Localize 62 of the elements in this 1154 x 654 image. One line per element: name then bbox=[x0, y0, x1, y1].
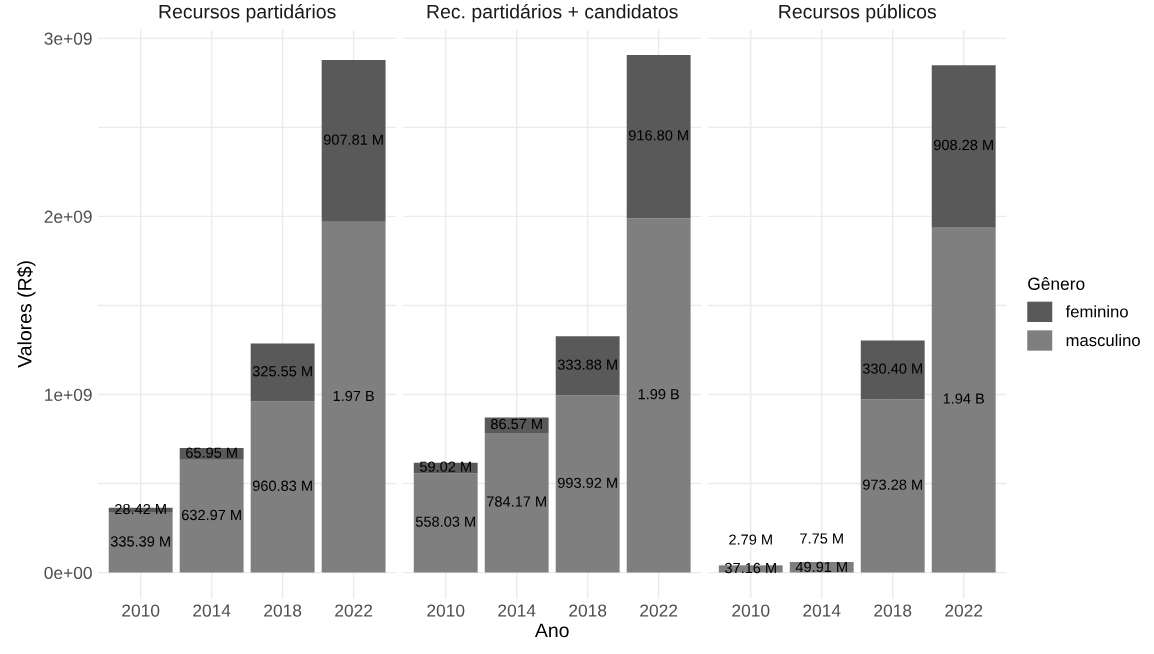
legend-label: masculino bbox=[1066, 333, 1140, 347]
x-tick-label: 2014 bbox=[498, 604, 536, 617]
data-label: 1.99 B bbox=[638, 388, 679, 400]
chart-title: Recursos partidários bbox=[159, 4, 336, 23]
data-label: 993.92 M bbox=[557, 477, 617, 488]
bar bbox=[555, 395, 620, 573]
data-label: 907.81 M bbox=[323, 134, 383, 145]
x-tick-label: 2010 bbox=[427, 604, 465, 617]
data-label: 1.97 B bbox=[333, 390, 374, 402]
data-label: 916.80 M bbox=[628, 130, 688, 141]
data-label: 59.02 M bbox=[419, 461, 471, 472]
x-tick-label: 2022 bbox=[945, 604, 983, 617]
chart-title: Rec. partidários + candidatos bbox=[427, 4, 678, 23]
bar bbox=[931, 227, 996, 573]
data-label: 49.91 M bbox=[795, 561, 847, 573]
bar bbox=[860, 399, 925, 573]
y-axis-title: Valores (R$) bbox=[17, 261, 36, 368]
chart-title: Recursos públicos bbox=[779, 4, 936, 23]
bar bbox=[321, 60, 386, 222]
y-tick-label: 3e+09 bbox=[44, 32, 92, 45]
x-tick-label: 2018 bbox=[569, 604, 607, 617]
y-tick-label: 1e+09 bbox=[45, 388, 92, 401]
data-label: 960.83 M bbox=[252, 480, 312, 491]
bar bbox=[860, 340, 925, 400]
bar bbox=[250, 343, 315, 402]
data-label: 325.55 M bbox=[252, 366, 312, 377]
bar bbox=[555, 336, 620, 396]
y-tick-label: 0e+00 bbox=[44, 566, 92, 580]
data-label: 333.88 M bbox=[557, 359, 617, 370]
x-tick-label: 2018 bbox=[264, 604, 302, 617]
x-tick-label: 2014 bbox=[193, 604, 231, 617]
x-tick-label: 2010 bbox=[732, 604, 770, 617]
bar bbox=[626, 54, 691, 219]
data-label: 335.39 M bbox=[110, 536, 170, 547]
data-label: 65.95 M bbox=[186, 447, 237, 458]
bar bbox=[413, 473, 478, 573]
bar bbox=[179, 459, 244, 573]
legend-label: feminino bbox=[1065, 305, 1128, 318]
bar bbox=[626, 218, 691, 573]
y-tick-label: 2e+09 bbox=[44, 210, 92, 223]
x-tick-label: 2022 bbox=[335, 604, 373, 617]
bar bbox=[484, 432, 549, 573]
data-label: 908.28 M bbox=[933, 139, 993, 151]
bar bbox=[931, 65, 996, 228]
legend-title: Gênero bbox=[1028, 277, 1085, 290]
data-label: 86.57 M bbox=[490, 418, 542, 430]
x-tick-label: 2018 bbox=[874, 604, 912, 617]
x-tick-label: 2010 bbox=[122, 604, 160, 617]
data-label: 2.79 M bbox=[729, 534, 772, 545]
data-label: 37.16 M bbox=[724, 562, 776, 574]
data-label: 784.17 M bbox=[487, 496, 546, 507]
x-tick-label: 2022 bbox=[640, 604, 678, 617]
data-label: 1.94 B bbox=[943, 393, 985, 404]
bar bbox=[250, 401, 315, 573]
bar bbox=[321, 221, 386, 573]
data-label: 973.28 M bbox=[863, 479, 922, 490]
x-axis-title: Ano bbox=[534, 623, 569, 638]
data-label: 632.97 M bbox=[182, 509, 241, 521]
data-label: 7.75 M bbox=[800, 533, 843, 544]
data-label: 330.40 M bbox=[862, 363, 922, 374]
data-label: 558.03 M bbox=[415, 516, 475, 527]
x-tick-label: 2014 bbox=[803, 604, 841, 617]
